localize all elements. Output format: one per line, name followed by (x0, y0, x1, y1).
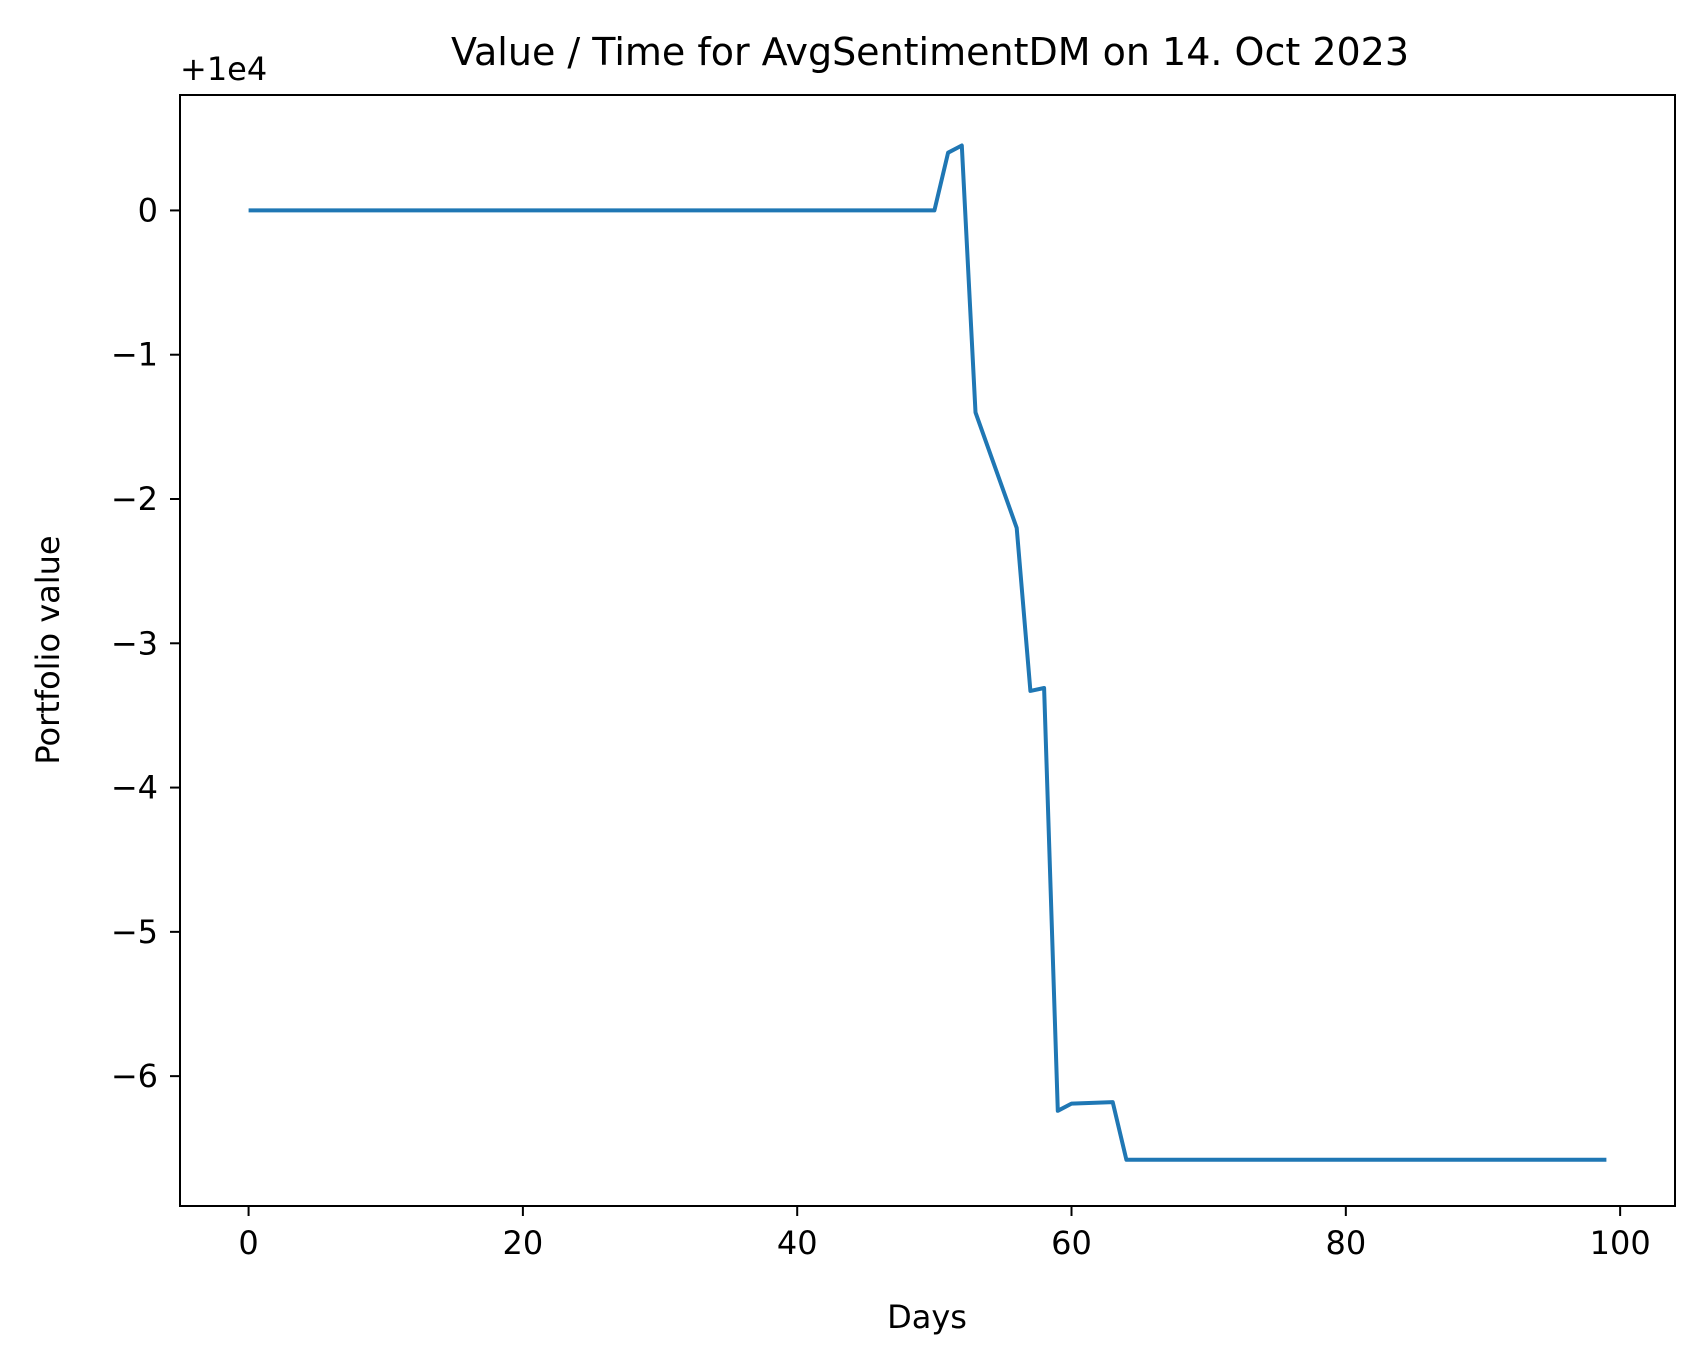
series-line (248, 143, 1607, 1162)
plot-area-frame (179, 94, 1676, 1207)
y-tick-label: 0 (138, 191, 158, 229)
x-tick-label: 60 (1051, 1224, 1092, 1262)
x-axis-label: Days (887, 1298, 967, 1336)
x-tick-label: 100 (1590, 1224, 1651, 1262)
x-tick-label: 40 (777, 1224, 818, 1262)
y-axis-label: Portfolio value (29, 535, 67, 764)
y-tick-label: −1 (111, 336, 158, 374)
x-axis: 0 20 40 60 80 100 (238, 1206, 1651, 1262)
y-tick-label: −6 (111, 1057, 158, 1095)
y-tick-label: −2 (111, 480, 158, 518)
y-axis: 0 −1 −2 −3 −4 −5 −6 (111, 191, 180, 1095)
y-tick-label: −5 (111, 913, 158, 951)
x-tick-label: 80 (1325, 1224, 1366, 1262)
x-tick-label: 0 (238, 1224, 258, 1262)
y-offset-label: +1e4 (180, 50, 267, 88)
y-tick-label: −3 (111, 624, 158, 662)
series-layer (248, 143, 1607, 1162)
chart-title: Value / Time for AvgSentimentDM on 14. O… (451, 30, 1409, 74)
y-tick-label: −4 (111, 769, 158, 807)
x-tick-label: 20 (503, 1224, 544, 1262)
